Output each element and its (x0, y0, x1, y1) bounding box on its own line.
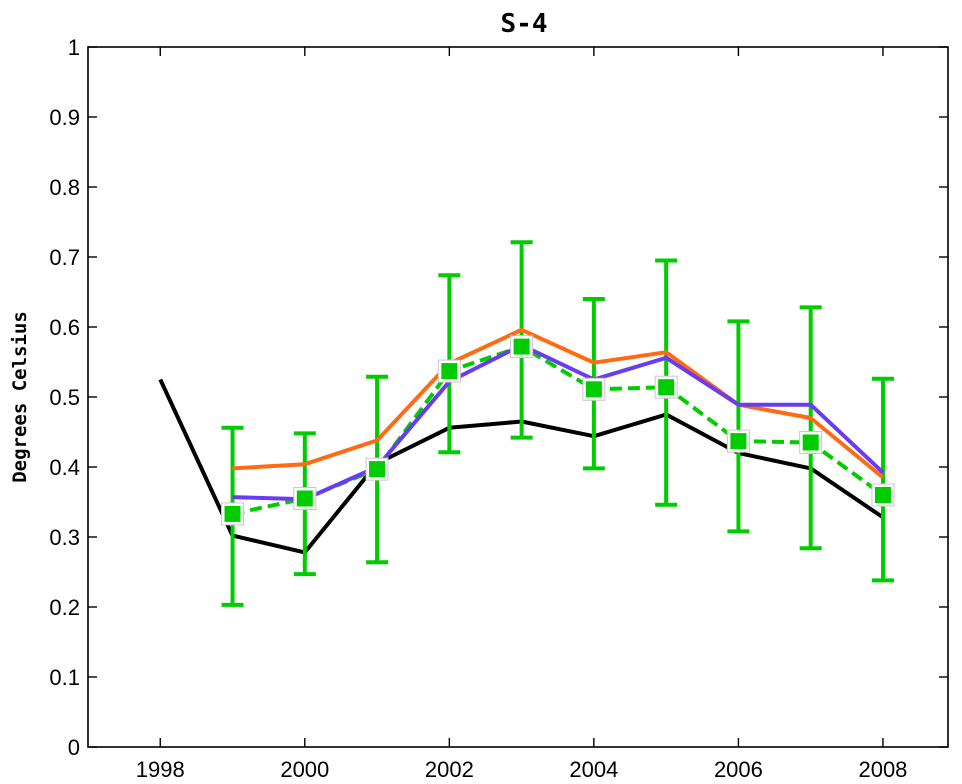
data-point-marker (802, 434, 819, 451)
x-tick-label: 2002 (425, 757, 474, 782)
x-tick-label: 2008 (858, 757, 907, 782)
y-tick-label: 0.2 (49, 595, 80, 620)
data-point-marker (296, 490, 313, 507)
y-tick-label: 0.4 (49, 455, 80, 480)
data-point-marker (585, 381, 602, 398)
y-tick-label: 0.9 (49, 105, 80, 130)
x-tick-label: 2006 (714, 757, 763, 782)
y-tick-label: 1 (68, 35, 80, 60)
y-tick-label: 0 (68, 735, 80, 760)
data-point-marker (730, 433, 747, 450)
data-point-marker (224, 505, 241, 522)
data-point-marker (441, 363, 458, 380)
series-line-orange (232, 327, 885, 480)
series-line-purple (232, 343, 885, 502)
y-axis-ticks: 0 0.1 0.2 0.3 0.4 0.5 0.6 0.7 0.8 0.9 1 (49, 35, 948, 760)
y-axis-label: Degrees Celsius (9, 311, 31, 483)
plot-area (158, 240, 895, 607)
y-tick-label: 0.6 (49, 315, 80, 340)
x-axis-ticks: 1998 2000 2002 2004 2006 2008 (136, 47, 907, 782)
x-tick-label: 2004 (569, 757, 618, 782)
data-point-marker (513, 338, 530, 355)
x-tick-label: 2000 (280, 757, 329, 782)
y-tick-label: 0.7 (49, 245, 80, 270)
chart-title: S-4 (501, 9, 548, 39)
axes-frame (87, 46, 949, 748)
x-tick-label: 1998 (136, 757, 185, 782)
data-point-marker (874, 487, 891, 503)
data-point-marker (369, 461, 386, 478)
data-point-marker (658, 379, 675, 396)
y-tick-label: 0.1 (49, 665, 80, 690)
y-tick-label: 0.5 (49, 385, 80, 410)
y-tick-label: 0.3 (49, 525, 80, 550)
y-tick-label: 0.8 (49, 175, 80, 200)
